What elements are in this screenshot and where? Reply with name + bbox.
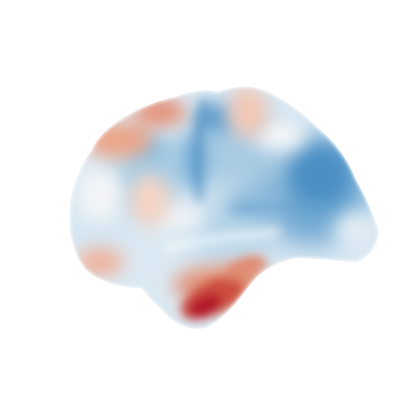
cortex-outline (68, 85, 380, 331)
